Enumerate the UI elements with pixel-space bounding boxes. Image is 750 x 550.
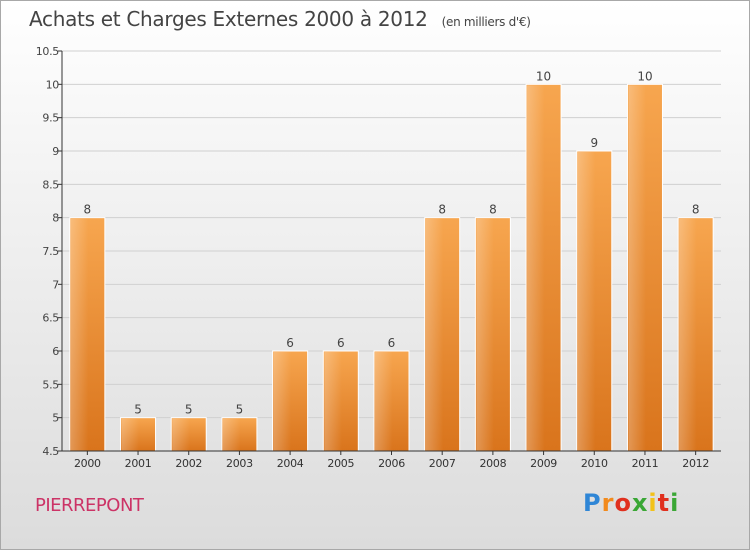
x-tick-label: 2006 (378, 457, 405, 470)
x-tick-label: 2001 (125, 457, 152, 470)
data-label: 8 (489, 203, 497, 217)
data-label: 10 (637, 69, 652, 83)
bar-highlight (527, 85, 545, 451)
y-tick-label: 7.5 (42, 245, 59, 258)
data-label: 10 (536, 69, 551, 83)
bar-highlight (476, 218, 494, 451)
x-tick-label: 2008 (479, 457, 506, 470)
x-tick-label: 2009 (530, 457, 557, 470)
data-label: 6 (388, 336, 396, 350)
x-tick-label: 2000 (74, 457, 101, 470)
chart-title-block: Achats et Charges Externes 2000 à 2012 (… (29, 7, 531, 31)
y-tick-label: 5 (52, 412, 59, 425)
bar-highlight (679, 218, 697, 451)
bar-highlight (628, 85, 646, 451)
x-tick-label: 2010 (581, 457, 608, 470)
data-label: 6 (286, 336, 294, 350)
bar-highlight (425, 218, 444, 451)
place-name: PIERREPONT (35, 495, 144, 516)
bar-highlight (577, 152, 596, 451)
data-label: 5 (134, 403, 142, 417)
data-label: 8 (692, 203, 700, 217)
bar-highlight (121, 418, 140, 451)
x-tick-label: 2004 (277, 457, 304, 470)
bar-highlight (172, 418, 190, 451)
x-tick-label: 2012 (682, 457, 709, 470)
data-label: 8 (84, 203, 92, 217)
data-label: 8 (438, 203, 446, 217)
y-tick-label: 10 (46, 78, 60, 91)
y-tick-label: 10.5 (36, 45, 60, 58)
bar-highlight (375, 352, 393, 451)
x-tick-label: 2007 (429, 457, 456, 470)
bar-highlight (222, 418, 241, 451)
data-label: 5 (185, 403, 193, 417)
data-label: 5 (236, 403, 244, 417)
data-label: 9 (590, 136, 598, 150)
y-tick-label: 6 (52, 345, 59, 358)
y-tick-label: 7 (52, 278, 59, 291)
proxiti-logo: Proxiti (583, 489, 680, 517)
bar-highlight (273, 352, 292, 451)
bar-highlight (324, 352, 342, 451)
y-tick-label: 8 (52, 212, 59, 225)
chart-title: Achats et Charges Externes 2000 à 2012 (29, 7, 428, 31)
data-label: 6 (337, 336, 345, 350)
y-tick-label: 4.5 (42, 445, 59, 458)
x-tick-label: 2003 (226, 457, 253, 470)
y-tick-label: 6.5 (42, 312, 59, 325)
x-tick-label: 2011 (632, 457, 659, 470)
y-tick-label: 9 (52, 145, 59, 158)
y-tick-label: 8.5 (42, 178, 59, 191)
x-tick-label: 2002 (175, 457, 202, 470)
chart-subtitle: (en milliers d'€) (441, 15, 531, 29)
x-tick-label: 2005 (327, 457, 354, 470)
bar-highlight (70, 218, 89, 451)
y-tick-label: 9.5 (42, 112, 59, 125)
y-tick-label: 5.5 (42, 378, 59, 391)
